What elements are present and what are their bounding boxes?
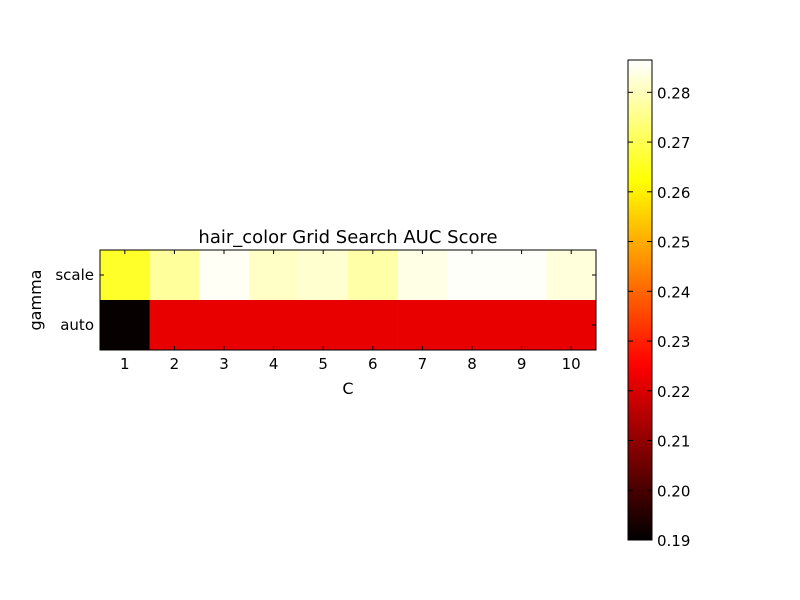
colorbar-tick-label: 0.24 (657, 283, 690, 301)
heatmap-cell (348, 300, 398, 351)
colorbar-tick-label: 0.28 (657, 84, 690, 102)
y-tick-label: scale (55, 266, 94, 284)
colorbar-frame (627, 59, 653, 541)
heatmap-cell (546, 300, 597, 351)
heatmap-cell (348, 250, 398, 301)
heatmap-cell (447, 250, 498, 301)
y-tick-label: auto (60, 316, 94, 334)
x-axis: 1 2 3 4 5 6 7 8 9 10 (120, 250, 581, 373)
colorbar-tick-label: 0.19 (657, 532, 690, 550)
heatmap-cell (100, 300, 150, 351)
colorbar-tick-label: 0.26 (657, 184, 690, 202)
heatmap-cell (149, 250, 200, 301)
y-axis-label: gamma (26, 270, 45, 331)
heatmap-cell (546, 250, 597, 301)
x-tick-label: 2 (170, 355, 180, 373)
heatmap-cell (248, 300, 299, 351)
heatmap-cell (199, 250, 250, 301)
colorbar-tick-label: 0.22 (657, 383, 690, 401)
heatmap-cell (149, 300, 200, 351)
colorbar-tick-label: 0.23 (657, 333, 690, 351)
x-tick-label: 6 (368, 355, 378, 373)
heatmap-cell (397, 300, 448, 351)
colorbar (628, 60, 652, 540)
x-tick-label: 8 (467, 355, 477, 373)
x-tick-label: 9 (517, 355, 527, 373)
colorbar-tick-label: 0.25 (657, 234, 690, 252)
heatmap-cell (248, 250, 299, 301)
x-tick-label: 10 (562, 355, 581, 373)
x-tick-label: 5 (318, 355, 328, 373)
x-tick-label: 7 (418, 355, 428, 373)
heatmap-cell (100, 250, 150, 301)
x-axis-label: C (342, 379, 353, 398)
x-tick-label: 3 (219, 355, 229, 373)
plot-frame (99, 249, 597, 351)
heatmap-cells (100, 250, 597, 351)
heatmap-cell (397, 250, 448, 301)
heatmap-cell (496, 300, 547, 351)
heatmap-cell (298, 250, 349, 301)
colorbar-tick-label: 0.20 (657, 482, 690, 500)
colorbar-ticks: 0.19 0.20 0.21 0.22 0.23 0.24 0.25 0.26 0.27 0.28 (628, 84, 690, 550)
y-axis: scale auto (55, 266, 596, 334)
x-tick-label: 4 (269, 355, 279, 373)
heatmap-cell (496, 250, 547, 301)
heatmap-cell (298, 300, 349, 351)
heatmap-cell (199, 300, 250, 351)
x-tick-label: 1 (120, 355, 130, 373)
chart-title: hair_color Grid Search AUC Score (198, 227, 497, 248)
colorbar-tick-label: 0.21 (657, 433, 690, 451)
heatmap-cell (447, 300, 498, 351)
colorbar-tick-label: 0.27 (657, 134, 690, 152)
